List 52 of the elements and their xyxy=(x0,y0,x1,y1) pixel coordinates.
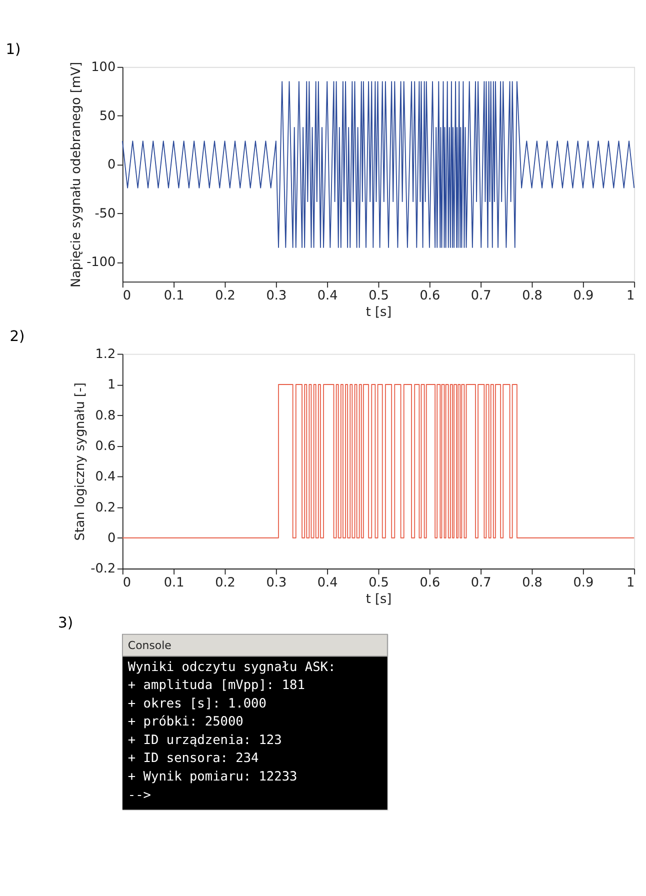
text: + próbki: 25000 xyxy=(128,714,244,730)
y-axis-title: Napięcie sygnału odebranego [mV] xyxy=(69,62,84,288)
x-tick-label: 0.9 xyxy=(573,575,594,590)
text: --> xyxy=(128,788,152,803)
x-tick-label: 0.7 xyxy=(470,575,492,590)
x-axis-title: t [s] xyxy=(366,592,392,607)
x-tick-label: 0.8 xyxy=(522,288,542,304)
x-tick-label: 1 xyxy=(626,288,635,304)
x-tick-label: 0.6 xyxy=(420,575,440,590)
x-tick-label: 0.2 xyxy=(215,288,236,304)
x-tick-label: 0.4 xyxy=(317,288,338,304)
y-tick-label: 0 xyxy=(107,530,116,546)
y-tick-label: 1 xyxy=(107,378,116,393)
y-tick-label: 0.4 xyxy=(95,470,116,485)
x-tick-label: 0.1 xyxy=(164,575,184,590)
y-axis-title: Stan logiczny sygnału [-] xyxy=(73,382,88,541)
text: Wyniki odczytu sygnału ASK: xyxy=(128,660,336,675)
text: + okres [s]: 1.000 xyxy=(128,696,266,712)
line-series xyxy=(122,81,635,248)
x-tick-label: 0.1 xyxy=(164,288,184,304)
x-tick-label: 0.2 xyxy=(215,575,236,590)
x-tick-label: 0.3 xyxy=(266,575,287,590)
x-tick-label: 0.9 xyxy=(573,288,594,304)
chart-title: 1) xyxy=(6,41,21,58)
y-tick-label: 0 xyxy=(107,158,116,173)
y-tick-label: -50 xyxy=(94,206,116,222)
x-tick-label: 0.3 xyxy=(266,288,287,304)
y-tick-label: 0.8 xyxy=(95,408,116,424)
x-tick-label: 0.7 xyxy=(470,288,492,304)
x-tick-label: 0.8 xyxy=(522,575,542,590)
y-tick-label: 0.6 xyxy=(95,438,116,454)
text: Console xyxy=(128,638,172,652)
x-tick-label: 0.4 xyxy=(317,575,338,590)
chart-title: 2) xyxy=(10,328,25,346)
x-tick-label: 0.5 xyxy=(368,575,389,590)
y-tick-label: -100 xyxy=(86,255,116,270)
text: + ID sensora: 234 xyxy=(128,751,260,766)
text: 3) xyxy=(58,614,74,632)
y-tick-label: 0.2 xyxy=(95,500,116,516)
text: + Wynik pomiaru: 12233 xyxy=(128,770,298,785)
x-tick-label: 0.5 xyxy=(368,288,389,304)
y-tick-label: 100 xyxy=(91,60,116,76)
y-tick-label: 1.2 xyxy=(95,346,116,362)
x-tick-label: 0 xyxy=(122,575,132,590)
x-tick-label: 0.6 xyxy=(420,288,440,304)
x-tick-label: 0 xyxy=(122,288,132,304)
x-axis-title: t [s] xyxy=(366,304,392,320)
x-tick-label: 1 xyxy=(626,575,635,590)
text: + amplituda [mVpp]: 181 xyxy=(128,678,305,694)
y-tick-label: 50 xyxy=(99,108,116,124)
text: + ID urządzenia: 123 xyxy=(128,732,282,748)
y-tick-label: -0.2 xyxy=(90,562,116,577)
